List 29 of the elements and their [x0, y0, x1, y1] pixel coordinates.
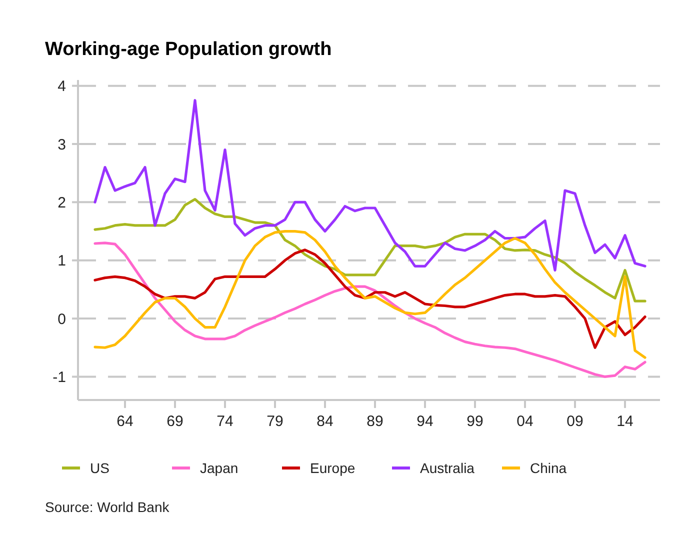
x-tick-label: 94 — [416, 413, 434, 430]
y-tick-label: 4 — [58, 78, 66, 96]
source-note: Source: World Bank — [45, 499, 170, 515]
line-series — [94, 230, 646, 359]
y-tick-label: 1 — [58, 252, 66, 270]
x-tick-label: 89 — [366, 413, 384, 430]
y-tick-label: 0 — [58, 310, 66, 328]
x-tick-label: 69 — [166, 413, 184, 430]
y-tick-label: 3 — [58, 136, 66, 154]
line-series — [94, 248, 646, 349]
chart-title: Working-age Population growth — [45, 39, 332, 60]
legend-label: Japan — [200, 460, 238, 476]
line-series — [94, 198, 646, 302]
y-tick-label: -1 — [52, 368, 66, 386]
x-tick-label: 74 — [216, 413, 234, 430]
legend-label: Australia — [420, 460, 475, 476]
line-series — [94, 99, 646, 272]
line-series — [94, 242, 646, 378]
legend-label: Europe — [310, 460, 356, 476]
legend-label: US — [90, 460, 110, 476]
x-tick-label: 64 — [116, 413, 134, 430]
x-tick-label: 99 — [466, 413, 484, 430]
x-tick-label: 79 — [266, 413, 284, 430]
y-tick-label: 2 — [58, 194, 66, 212]
x-tick-label: 14 — [616, 413, 634, 430]
x-tick-label: 04 — [516, 413, 534, 430]
legend-label: China — [530, 460, 567, 476]
x-tick-label: 09 — [566, 413, 584, 430]
x-tick-label: 84 — [316, 413, 334, 430]
